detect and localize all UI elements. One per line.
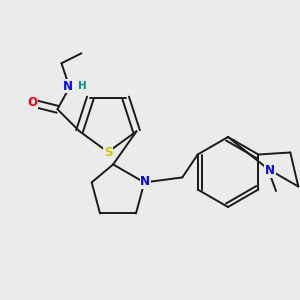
Text: N: N	[265, 164, 275, 178]
Text: O: O	[28, 96, 38, 109]
Text: H: H	[78, 81, 87, 91]
Text: N: N	[62, 80, 73, 93]
Text: N: N	[140, 175, 150, 188]
Text: S: S	[104, 146, 112, 160]
